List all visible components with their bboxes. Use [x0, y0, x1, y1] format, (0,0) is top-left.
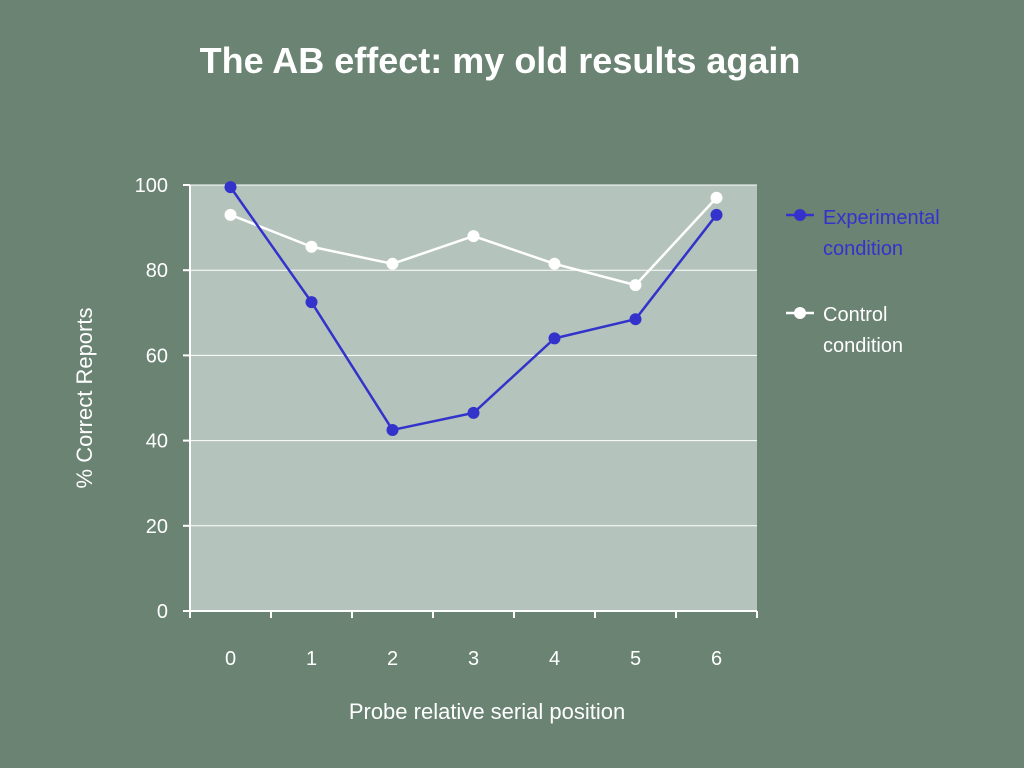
legend-item-control: Control condition [786, 304, 903, 357]
x-axis-title: Probe relative serial position [349, 699, 625, 724]
y-tick-label-100: 100 [135, 175, 168, 197]
x-tick-label-5: 5 [630, 648, 641, 670]
y-axis-title: % Correct Reports [72, 308, 97, 489]
y-tick-label-80: 80 [146, 260, 168, 282]
legend-marker-control [794, 307, 806, 319]
data-point-control-2 [386, 257, 399, 270]
data-point-control-6 [710, 191, 723, 204]
y-tick-label-20: 20 [146, 516, 168, 538]
legend: Experimental condition Control condition [786, 207, 940, 357]
data-point-control-5 [629, 279, 642, 292]
legend-item-experimental: Experimental condition [786, 207, 940, 260]
data-point-control-4 [548, 257, 561, 270]
axes [189, 185, 757, 612]
grid-lines [190, 184, 757, 527]
data-point-control-1 [305, 240, 318, 253]
x-tick-label-1: 1 [306, 648, 317, 670]
y-tick-label-0: 0 [157, 601, 168, 623]
data-series [224, 181, 723, 436]
y-tick-label-60: 60 [146, 345, 168, 367]
data-point-experimental-5 [629, 313, 642, 326]
x-tick-label-0: 0 [225, 648, 236, 670]
x-tick-label-3: 3 [468, 648, 479, 670]
x-tick-label-4: 4 [549, 648, 560, 670]
data-point-experimental-6 [710, 208, 723, 221]
slide-title: The AB effect: my old results again [199, 40, 801, 81]
data-point-control-3 [467, 230, 480, 243]
y-tick-label-40: 40 [146, 431, 168, 453]
legend-label-experimental-line2: condition [823, 238, 903, 260]
x-tick-label-2: 2 [387, 648, 398, 670]
x-tick-label-6: 6 [711, 648, 722, 670]
data-point-experimental-2 [386, 423, 399, 436]
data-point-experimental-1 [305, 296, 318, 309]
legend-marker-experimental [794, 209, 806, 221]
legend-label-experimental-line1: Experimental [823, 207, 940, 229]
tick-labels: 0 20 40 60 80 100 0 1 2 3 4 5 6 [135, 175, 758, 670]
legend-label-control-line2: condition [823, 335, 903, 357]
data-point-experimental-3 [467, 406, 480, 419]
data-point-experimental-0 [224, 181, 237, 194]
data-point-experimental-4 [548, 332, 561, 345]
data-point-control-0 [224, 208, 237, 221]
legend-label-control-line1: Control [823, 304, 887, 326]
